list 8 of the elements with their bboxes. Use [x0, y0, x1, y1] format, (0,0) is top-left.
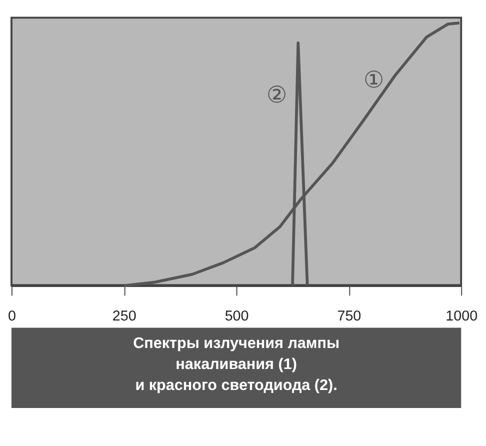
series-label: ①: [363, 66, 384, 93]
x-tick-label: 1000: [446, 308, 478, 325]
text: Спектры излучения лампы накаливания (1) и красного светодиода (2).: [133, 334, 340, 394]
series-label: ②: [266, 82, 288, 108]
x-tick-label: 500: [224, 308, 249, 325]
x-tick-label: 750: [337, 308, 362, 325]
x-tick-label: 0: [8, 308, 16, 325]
x-tick-label: 250: [112, 308, 136, 325]
